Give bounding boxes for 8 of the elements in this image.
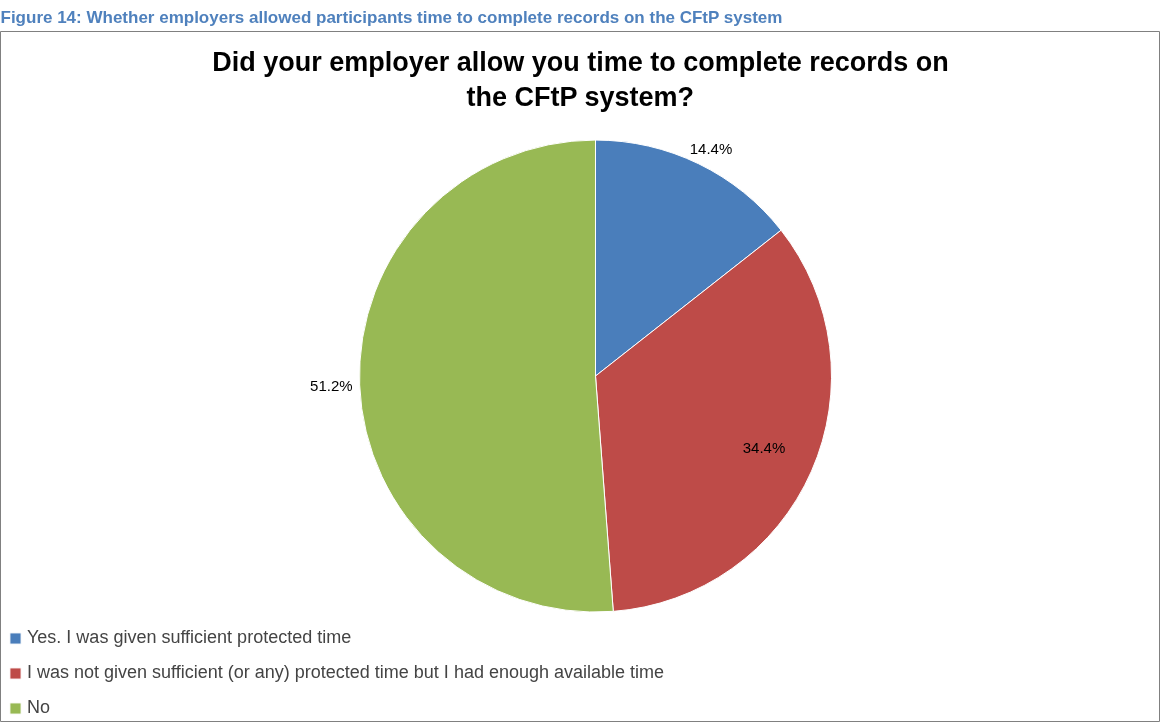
caption: Figure 14: Whether employers allowed participants time to complete records on the CFtP system — [0, 7, 783, 27]
chart-title: Did your employer allow you time to complete records on the CFtP system? — [212, 47, 949, 112]
legend-label: Yes. I was given sufficient protected time — [27, 627, 352, 648]
legend-label: I was not given sufficient (or any) protected time but I had enough available time — [27, 662, 665, 683]
data-label: 51.2% — [310, 377, 353, 395]
data-label: 14.4% — [689, 140, 733, 158]
data-label: 34.4% — [742, 438, 786, 456]
legend-label: No — [27, 697, 51, 718]
